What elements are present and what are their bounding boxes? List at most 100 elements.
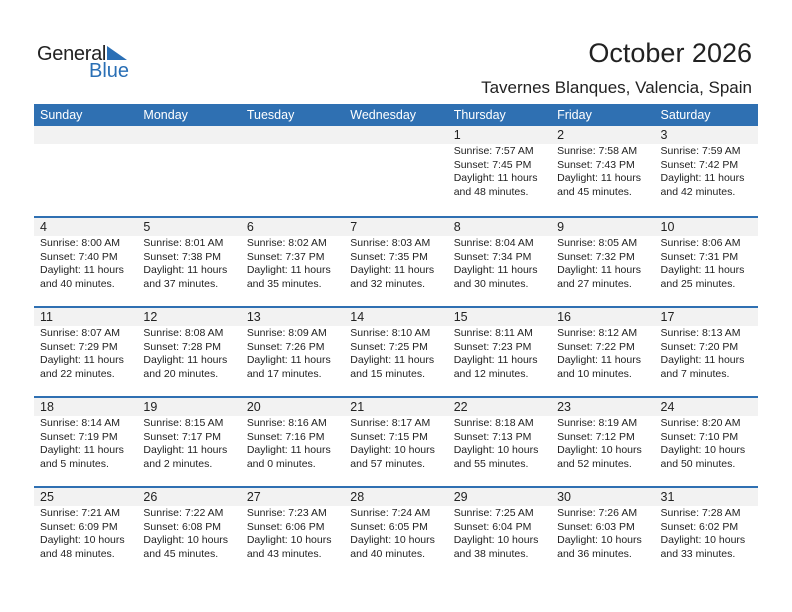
logo: General Blue [37, 43, 132, 83]
sunrise-text: Sunrise: 7:59 AM [660, 145, 741, 157]
day-info: Sunrise: 8:18 AM Sunset: 7:13 PM Daylight:… [448, 416, 551, 471]
sunset-text: Sunset: 7:32 PM [557, 250, 635, 263]
sunset-text: Sunset: 7:35 PM [350, 250, 428, 263]
day-cell: 11 Sunrise: 8:07 AM Sunset: 7:29 PM Dayligh… [34, 308, 138, 396]
day-info: Sunrise: 7:59 AM Sunset: 7:42 PM Daylight:… [655, 144, 758, 199]
sunrise-text: Sunrise: 7:21 AM [40, 507, 120, 519]
day-number: 9 [551, 218, 655, 236]
day-cell: 19 Sunrise: 8:15 AM Sunset: 7:17 PM Dayligh… [137, 398, 241, 486]
sunrise-text: Sunrise: 8:10 AM [350, 327, 431, 339]
day-cell: 21 Sunrise: 8:17 AM Sunset: 7:15 PM Dayligh… [344, 398, 448, 486]
day-number: 31 [654, 488, 758, 506]
sunrise-text: Sunrise: 7:22 AM [143, 507, 224, 519]
sunset-text: Sunset: 7:16 PM [246, 430, 325, 443]
week-row: 1 Sunrise: 7:57 AM Sunset: 7:45 PM Daylight… [34, 126, 758, 216]
sunrise-text: Sunrise: 8:19 AM [557, 417, 638, 429]
daylight-text: Daylight: 10 hours [660, 444, 746, 456]
daylight-text: Daylight: 10 hours [143, 534, 229, 546]
daylight-text: and 37 minutes. [143, 277, 219, 290]
sunset-text: Sunset: 6:08 PM [143, 520, 222, 533]
daylight-text: and 20 minutes. [143, 367, 219, 380]
day-number: 17 [654, 308, 758, 326]
weekday-wednesday: Wednesday [350, 108, 417, 122]
sunset-text: Sunset: 7:28 PM [143, 340, 222, 353]
sunrise-text: Sunrise: 7:25 AM [453, 507, 534, 519]
sunrise-text: Sunrise: 8:09 AM [246, 327, 327, 339]
day-info: Sunrise: 8:11 AM Sunset: 7:23 PM Daylight:… [448, 326, 551, 381]
day-number: 25 [34, 488, 138, 506]
daylight-text: Daylight: 11 hours [453, 172, 538, 184]
daylight-text: Daylight: 10 hours [246, 534, 332, 546]
day-info: Sunrise: 8:04 AM Sunset: 7:34 PM Daylight:… [448, 236, 551, 291]
weekday-thursday: Thursday [453, 108, 506, 122]
sunrise-text: Sunrise: 7:57 AM [453, 145, 534, 157]
day-cell: 12 Sunrise: 8:08 AM Sunset: 7:28 PM Dayligh… [137, 308, 241, 396]
day-info: Sunrise: 7:58 AM Sunset: 7:43 PM Daylight:… [551, 144, 654, 199]
daylight-text: Daylight: 11 hours [350, 264, 435, 276]
day-info: Sunrise: 7:24 AM Sunset: 6:05 PM Daylight:… [344, 506, 447, 561]
day-cell: 24 Sunrise: 8:20 AM Sunset: 7:10 PM Dayligh… [654, 398, 758, 486]
daylight-text: and 25 minutes. [660, 277, 736, 290]
day-number: 28 [344, 488, 448, 506]
daylight-text: and 40 minutes. [40, 277, 115, 290]
daylight-text: and 22 minutes. [40, 367, 115, 380]
day-info: Sunrise: 7:23 AM Sunset: 6:06 PM Daylight:… [241, 506, 344, 561]
day-info: Sunrise: 7:28 AM Sunset: 6:02 PM Daylight:… [655, 506, 758, 561]
sunset-text: Sunset: 7:38 PM [143, 250, 222, 263]
sunset-text: Sunset: 7:13 PM [453, 430, 532, 443]
day-info: Sunrise: 8:05 AM Sunset: 7:32 PM Daylight:… [551, 236, 654, 291]
sunset-text: Sunset: 7:23 PM [453, 340, 532, 353]
sunset-text: Sunset: 7:19 PM [40, 430, 118, 443]
day-cell: 28 Sunrise: 7:24 AM Sunset: 6:05 PM Dayligh… [344, 488, 448, 576]
weekday-header: Sunday Monday Tuesday Wednesday Thursday Frid… [34, 104, 758, 126]
daylight-text: Daylight: 11 hours [246, 354, 331, 366]
sunrise-text: Sunrise: 8:17 AM [350, 417, 431, 429]
location-subtitle: Tavernes Blanques, Valencia, Spain [481, 78, 752, 97]
week-row: 18 Sunrise: 8:14 AM Sunset: 7:19 PM Dayligh… [34, 396, 758, 486]
daylight-text: Daylight: 11 hours [143, 444, 228, 456]
daylight-text: and 35 minutes. [246, 277, 322, 290]
daylight-text: and 48 minutes. [453, 185, 529, 198]
day-cell: 31 Sunrise: 7:28 AM Sunset: 6:02 PM Dayligh… [654, 488, 758, 576]
day-number: 11 [34, 308, 138, 326]
sunset-text: Sunset: 6:05 PM [350, 520, 428, 533]
sunset-text: Sunset: 7:34 PM [453, 250, 532, 263]
daylight-text: and 17 minutes. [246, 367, 322, 380]
day-number: 26 [137, 488, 241, 506]
day-cell: 15 Sunrise: 8:11 AM Sunset: 7:23 PM Dayligh… [447, 308, 552, 396]
daylight-text: and 43 minutes. [246, 547, 322, 560]
daylight-text: Daylight: 10 hours [453, 534, 539, 546]
daylight-text: and 7 minutes. [660, 367, 730, 380]
day-cell: 27 Sunrise: 7:23 AM Sunset: 6:06 PM Dayligh… [240, 488, 345, 576]
sunrise-text: Sunrise: 8:00 AM [40, 237, 120, 249]
sunrise-text: Sunrise: 8:20 AM [660, 417, 741, 429]
day-info: Sunrise: 8:12 AM Sunset: 7:22 PM Daylight:… [551, 326, 654, 381]
sunset-text: Sunset: 7:20 PM [660, 340, 739, 353]
day-cell: 3 Sunrise: 7:59 AM Sunset: 7:42 PM Daylight… [654, 126, 758, 216]
sunset-text: Sunset: 6:03 PM [557, 520, 635, 533]
sunrise-text: Sunrise: 8:18 AM [453, 417, 534, 429]
logo-text-general: General [37, 43, 107, 65]
daylight-text: Daylight: 11 hours [557, 264, 641, 276]
daylight-text: and 12 minutes. [453, 367, 529, 380]
day-info: Sunrise: 7:25 AM Sunset: 6:04 PM Daylight:… [448, 506, 551, 561]
day-number: 27 [240, 488, 345, 506]
day-cell: 14 Sunrise: 8:10 AM Sunset: 7:25 PM Dayligh… [344, 308, 448, 396]
sunset-text: Sunset: 7:22 PM [557, 340, 635, 353]
day-info: Sunrise: 8:16 AM Sunset: 7:16 PM Daylight:… [241, 416, 344, 471]
day-number: 4 [34, 218, 138, 236]
daylight-text: and 50 minutes. [660, 457, 736, 470]
day-info: Sunrise: 8:19 AM Sunset: 7:12 PM Daylight:… [551, 416, 654, 471]
day-cell: 26 Sunrise: 7:22 AM Sunset: 6:08 PM Dayligh… [137, 488, 241, 576]
daylight-text: and 33 minutes. [660, 547, 736, 560]
day-info: Sunrise: 8:14 AM Sunset: 7:19 PM Daylight:… [34, 416, 137, 471]
sunrise-text: Sunrise: 7:58 AM [557, 145, 638, 157]
day-cell: 5 Sunrise: 8:01 AM Sunset: 7:38 PM Daylight… [137, 218, 241, 306]
sunset-text: Sunset: 7:25 PM [350, 340, 428, 353]
day-cell: 7 Sunrise: 8:03 AM Sunset: 7:35 PM Daylight… [344, 218, 448, 306]
day-cell: 4 Sunrise: 8:00 AM Sunset: 7:40 PM Daylight… [34, 218, 138, 306]
day-info: Sunrise: 8:09 AM Sunset: 7:26 PM Daylight:… [241, 326, 344, 381]
calendar: Sunday Monday Tuesday Wednesday Thursday Frid… [34, 104, 758, 576]
sunset-text: Sunset: 7:10 PM [660, 430, 739, 443]
daylight-text: and 5 minutes. [40, 457, 109, 470]
